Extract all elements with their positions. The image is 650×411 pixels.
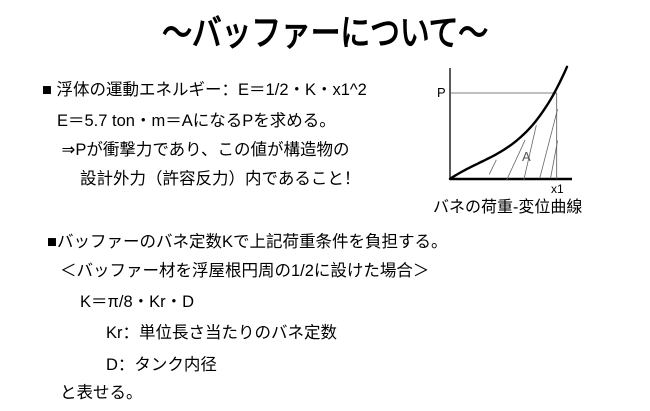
- svg-text:P: P: [437, 85, 446, 100]
- svg-text:A: A: [522, 149, 531, 164]
